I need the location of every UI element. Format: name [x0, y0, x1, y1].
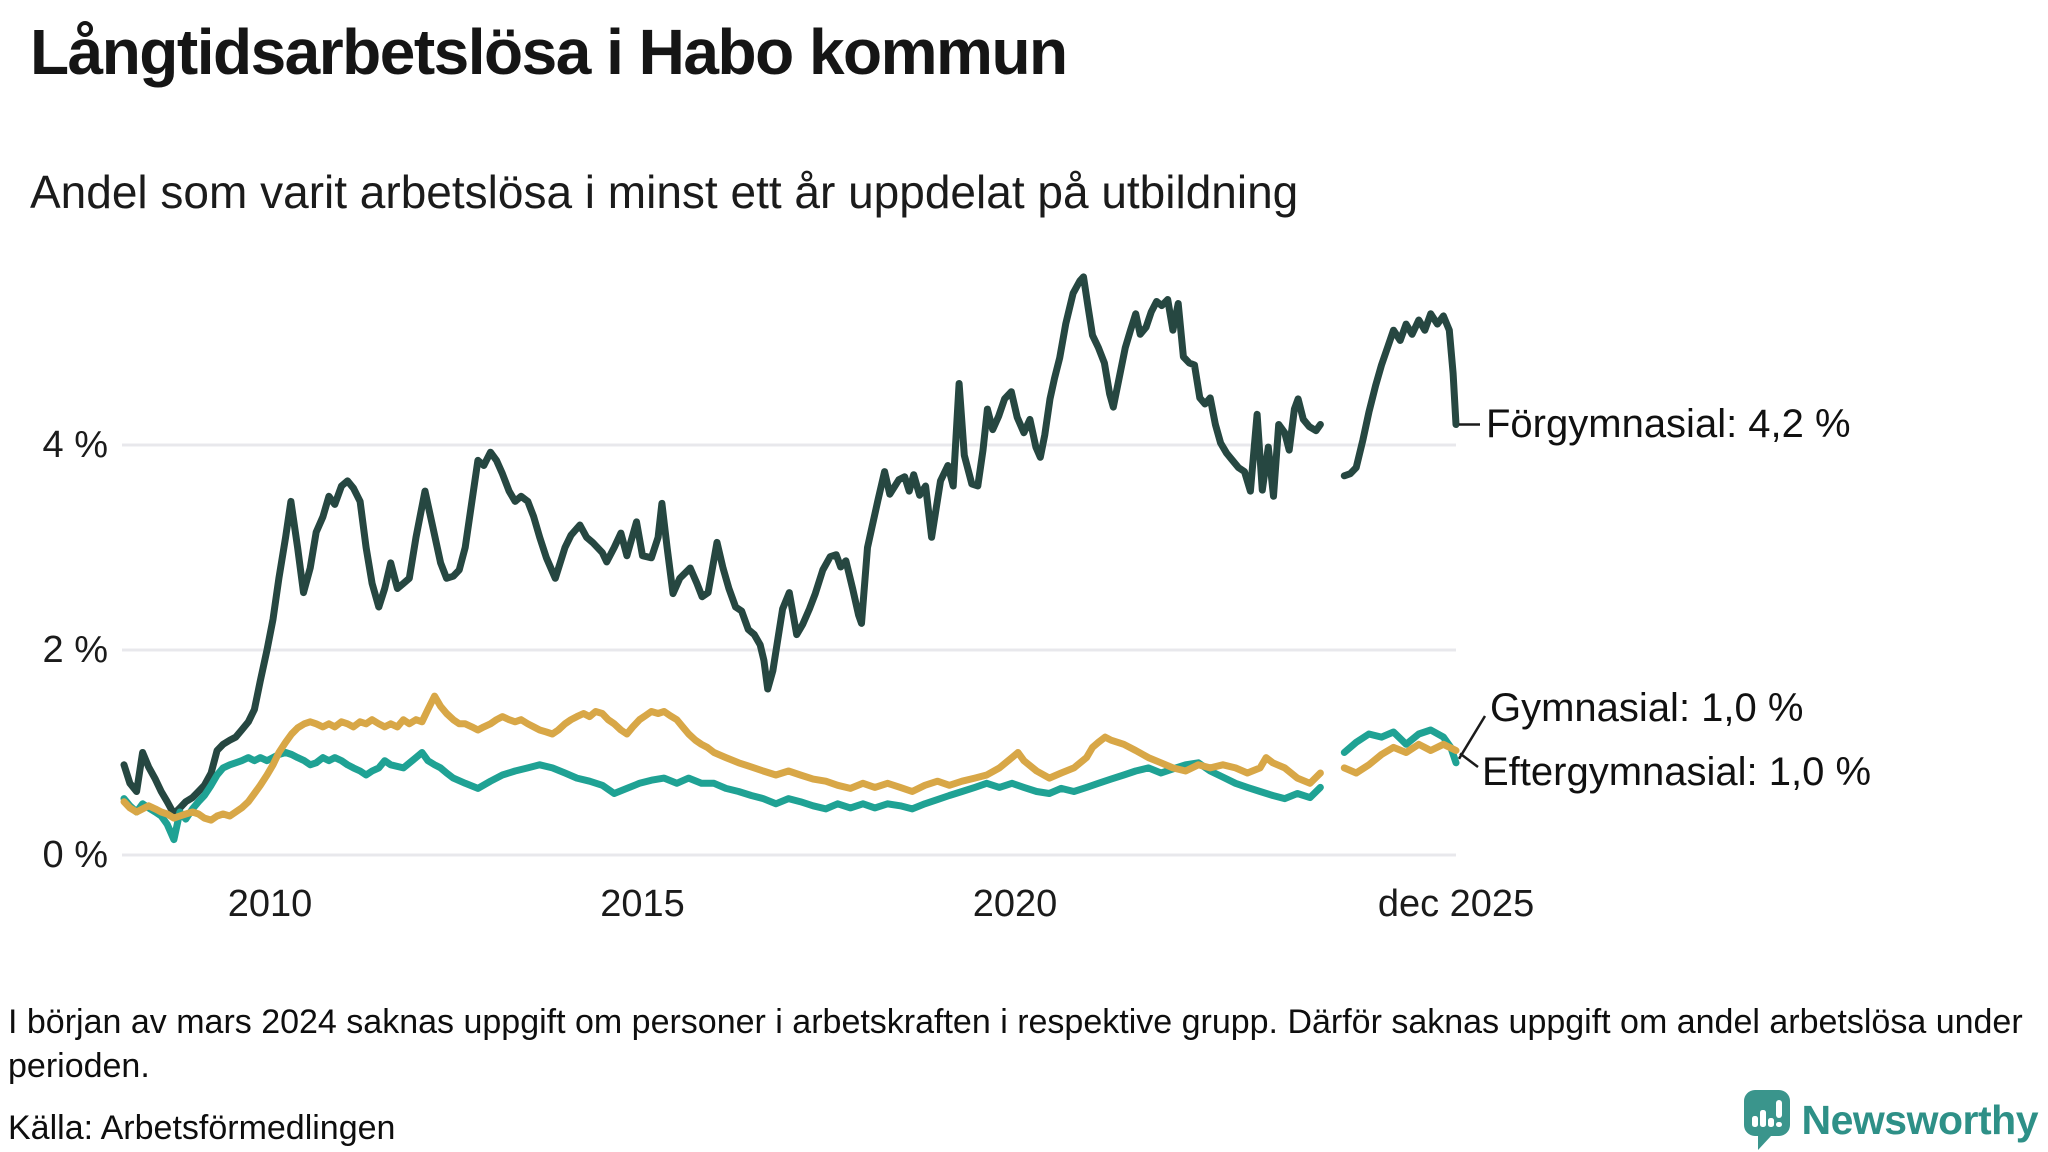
- x-axis-tick-2010: 2010: [227, 883, 313, 925]
- series-end-label-gymnasial: Gymnasial: 1,0 %: [1490, 686, 1804, 730]
- newsworthy-logo-text: Newsworthy: [1801, 1097, 2039, 1143]
- footnote-text: I början av mars 2024 saknas uppgift om …: [8, 1003, 2023, 1085]
- x-axis-tick-dec-2025: dec 2025: [1377, 883, 1535, 925]
- x-axis-tick-2020: 2020: [972, 883, 1058, 925]
- page-subtitle: Andel som varit arbetslösa i minst ett å…: [30, 166, 1299, 218]
- source-text: Källa: Arbetsförmedlingen: [8, 1109, 396, 1147]
- series-line-gymnasial-segment-2: [1340, 726, 1460, 767]
- series-line-förgymnasial-segment-1: [120, 273, 1324, 818]
- series-line-eftergymnasial-segment-2: [1340, 740, 1460, 777]
- leader-line-eftergymnasial: [1459, 752, 1479, 768]
- page-title: Långtidsarbetslösa i Habo kommun: [30, 16, 1068, 88]
- series-end-label-eftergymnasial: Eftergymnasial: 1,0 %: [1482, 750, 1872, 794]
- series-line-eftergymnasial-segment-1: [120, 692, 1324, 824]
- series-line-gymnasial-segment-1: [120, 749, 1324, 844]
- y-axis-tick-4pct: 4 %: [42, 424, 108, 466]
- series-end-label-forgymnasial: Förgymnasial: 4,2 %: [1486, 402, 1851, 446]
- series-line-förgymnasial-segment-2: [1340, 310, 1460, 480]
- newsworthy-logo[interactable]: Newsworthy: [1743, 1090, 2039, 1150]
- x-axis-tick-2015: 2015: [600, 883, 685, 925]
- y-axis-tick-0pct: 0 %: [42, 834, 108, 876]
- newsworthy-logo-icon: [1743, 1090, 1790, 1150]
- leader-line-gymnasial: [1457, 715, 1487, 760]
- y-axis-tick-2pct: 2 %: [42, 629, 108, 671]
